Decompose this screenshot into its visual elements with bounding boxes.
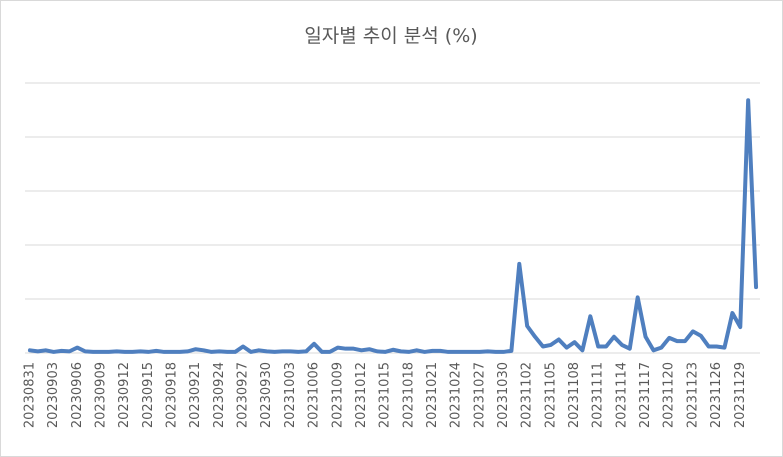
x-tick-label: 20231108 <box>567 362 582 428</box>
x-tick-label: 20231009 <box>330 362 345 428</box>
x-tick-label: 20231015 <box>378 362 393 428</box>
x-tick-label: 20231021 <box>425 362 440 428</box>
x-tick-label: 20231129 <box>733 362 748 428</box>
x-tick-label: 20230831 <box>22 362 37 428</box>
x-tick-label: 20230915 <box>141 362 156 428</box>
x-tick-label: 20230918 <box>165 362 180 428</box>
x-tick-label: 20231114 <box>614 362 629 428</box>
x-tick-label: 20231105 <box>543 362 558 428</box>
x-tick-label: 20230927 <box>236 362 251 428</box>
x-tick-label: 20230903 <box>46 362 61 428</box>
x-tick-label: 20231018 <box>401 362 416 428</box>
x-tick-label: 20230909 <box>93 362 108 428</box>
x-tick-label: 20231024 <box>449 362 464 428</box>
x-tick-label: 20231030 <box>496 362 511 428</box>
x-tick-label: 20230930 <box>259 362 274 428</box>
x-tick-label: 20231111 <box>591 362 606 428</box>
data-line <box>27 98 759 354</box>
x-tick-label: 20230912 <box>117 362 132 428</box>
x-tick-label: 20230906 <box>70 362 85 428</box>
x-tick-label: 20231117 <box>638 362 653 428</box>
x-tick-label: 20230921 <box>188 362 203 428</box>
x-tick-label: 20231102 <box>520 362 535 428</box>
x-tick-label: 20231003 <box>283 362 298 428</box>
x-tick-label: 20231027 <box>472 362 487 428</box>
x-tick-label: 20231123 <box>685 362 700 428</box>
x-tick-label: 20230924 <box>212 362 227 428</box>
x-tick-label: 20231006 <box>307 362 322 428</box>
x-tick-label: 20231120 <box>662 362 677 428</box>
x-tick-label: 20231012 <box>354 362 369 428</box>
chart-title: 일자별 추이 분석 (%) <box>304 25 477 47</box>
x-tick-label: 20231126 <box>709 362 724 428</box>
